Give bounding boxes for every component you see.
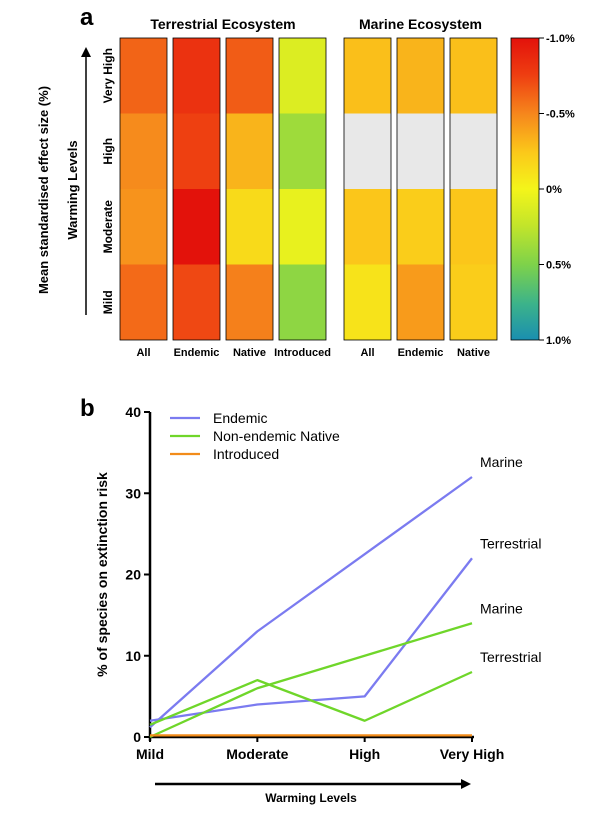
heatmap-cell [120, 189, 167, 265]
legend-label: Introduced [213, 446, 279, 462]
colorbar-tick-label: 0.5% [546, 260, 571, 272]
legend-label: Endemic [213, 410, 267, 426]
heatmap-cell [397, 189, 444, 265]
heatmap-cell [173, 113, 220, 189]
legend-label: Non-endemic Native [213, 428, 340, 444]
heatmap-cell [344, 38, 391, 114]
heatmap-cell [450, 264, 497, 340]
heatmap-cell [226, 38, 273, 114]
heatmap-column-border [172, 37, 221, 341]
heatmap-cell [450, 113, 497, 189]
y-tick-label: 20 [125, 567, 141, 583]
x-tick-label: High [349, 746, 380, 762]
line-chart: 0 10 20 30 40 Mild Moderate High Very High % of s… [94, 404, 541, 805]
y-tick-label: 10 [125, 648, 141, 664]
series-end-label: Marine [480, 454, 523, 470]
series-line [149, 670, 473, 726]
heatmap-cell [279, 264, 326, 340]
heatmap-cell [450, 189, 497, 265]
heatmap-cell [279, 189, 326, 265]
heatmap-column-border [225, 37, 274, 341]
heatmap: Terrestrial Ecosystem All Endemic Native Int… [101, 16, 498, 359]
y-tick-label: 40 [125, 404, 141, 420]
heatmap-cell [344, 189, 391, 265]
heatmap-cell [450, 38, 497, 114]
y-tick-label: 0 [133, 729, 141, 745]
heatmap-cell [226, 113, 273, 189]
series-line [149, 476, 473, 729]
heatmap-group-title: Marine Ecosystem [359, 16, 482, 32]
heatmap-row-label: High [101, 138, 115, 165]
colorbar-tick-label: 0% [546, 184, 562, 196]
heatmap-column-border [278, 37, 327, 341]
series-end-label: Terrestrial [480, 535, 541, 551]
y-axis-label: % of species on extinction risk [94, 472, 110, 677]
colorbar: -1.0% -0.5% 0% 0.5% 1.0% [510, 33, 575, 347]
heatmap-cell [226, 189, 273, 265]
series-end-label: Marine [480, 600, 523, 616]
x-axis-label: Warming Levels [265, 791, 357, 805]
heatmap-column-label: Native [233, 347, 266, 359]
heatmap-column-border [449, 37, 498, 341]
series-line [149, 622, 473, 739]
heatmap-cell [120, 113, 167, 189]
heatmap-cell [397, 113, 444, 189]
heatmap-cell [397, 38, 444, 114]
heatmap-row-label: Mild [101, 290, 115, 314]
heatmap-row-label: Moderate [101, 200, 115, 254]
colorbar-tick-label: 1.0% [546, 335, 571, 347]
heatmap-cell [226, 264, 273, 340]
heatmap-cell [173, 189, 220, 265]
series-line [149, 557, 473, 722]
heatmap-column-label: Introduced [274, 347, 331, 359]
x-tick-label: Mild [136, 746, 164, 762]
heatmap-cell [279, 113, 326, 189]
heatmap-column-border [396, 37, 445, 341]
heatmap-cell [173, 38, 220, 114]
heatmap-column-label: Endemic [398, 347, 444, 359]
panel-a-label: a [80, 4, 94, 31]
heatmap-group-title: Terrestrial Ecosystem [150, 16, 295, 32]
heatmap-cell [173, 264, 220, 340]
heatmap-cell [279, 38, 326, 114]
heatmap-cell [120, 264, 167, 340]
heatmap-cell [344, 264, 391, 340]
heatmap-column-border [343, 37, 392, 341]
panel-b-label: b [80, 395, 95, 422]
heatmap-cell [344, 113, 391, 189]
heatmap-warming-label: Warming Levels [65, 140, 80, 239]
heatmap-column-label: All [136, 347, 150, 359]
series-end-label: Terrestrial [480, 649, 541, 665]
y-tick-label: 30 [125, 485, 141, 501]
heatmap-column-label: Endemic [174, 347, 220, 359]
colorbar-tick-label: -0.5% [546, 109, 575, 121]
heatmap-column-border [119, 37, 168, 341]
colorbar-tick-label: -1.0% [546, 33, 575, 45]
colorbar-gradient [510, 37, 540, 341]
heatmap-column-label: Native [457, 347, 490, 359]
x-tick-label: Moderate [226, 746, 288, 762]
heatmap-column-label: All [360, 347, 374, 359]
heatmap-cell [397, 264, 444, 340]
heatmap-row-label: Very High [101, 48, 115, 103]
heatmap-y-title: Mean standardised effect size (%) [36, 86, 51, 294]
x-tick-label: Very High [440, 746, 505, 762]
heatmap-cell [120, 38, 167, 114]
